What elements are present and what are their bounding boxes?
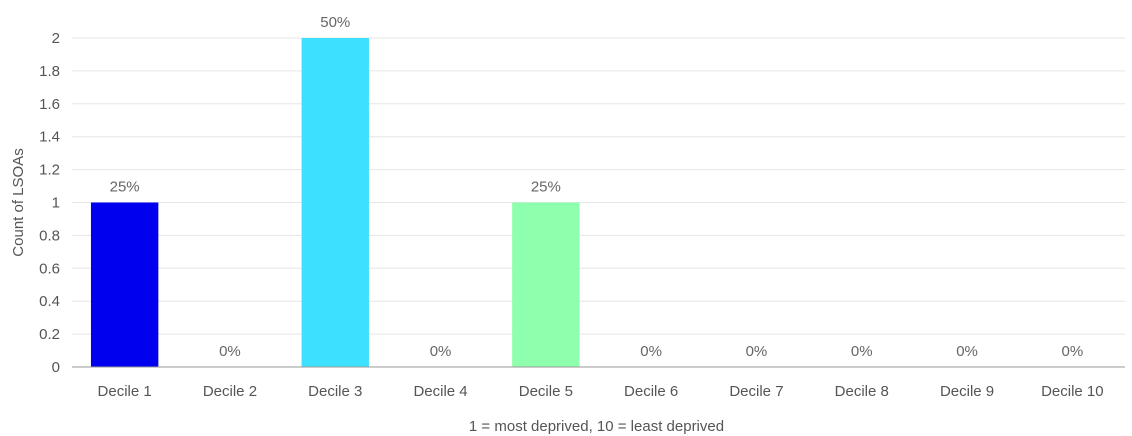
y-tick-label: 1.2: [39, 162, 60, 179]
x-tick-label: Decile 10: [1041, 383, 1104, 400]
y-tick-label: 1.4: [39, 129, 60, 146]
x-tick-label: Decile 4: [413, 383, 467, 400]
data-label: 0%: [956, 343, 978, 360]
y-tick-label: 1.8: [39, 63, 60, 80]
data-label: 0%: [851, 343, 873, 360]
x-tick-label: Decile 5: [519, 383, 573, 400]
data-label: 50%: [320, 14, 350, 31]
bar[interactable]: [512, 202, 580, 368]
x-axis-ticks: Decile 1 Decile 2 Decile 3 Decile 4 Decile 5…: [98, 383, 1104, 400]
data-label: 0%: [640, 343, 662, 360]
bar[interactable]: [301, 38, 369, 367]
x-tick-label: Decile 3: [308, 383, 362, 400]
bar[interactable]: [90, 202, 159, 368]
y-tick-label: 0.2: [39, 326, 60, 343]
x-tick-label: Decile 7: [729, 383, 783, 400]
bars: [90, 38, 580, 368]
data-label: 0%: [430, 343, 452, 360]
data-label: 0%: [746, 343, 768, 360]
y-tick-label: 0: [52, 359, 60, 376]
x-tick-label: Decile 6: [624, 383, 678, 400]
y-axis-title: Count of LSOAs: [10, 148, 27, 256]
y-axis-ticks: 0 0.2 0.4 0.6 0.8 1 1.2 1.4 1.6 1.8 2: [39, 30, 60, 376]
x-tick-label: Decile 1: [98, 383, 152, 400]
y-tick-label: 1.6: [39, 96, 60, 113]
y-tick-label: 0.6: [39, 260, 60, 277]
y-tick-label: 1: [52, 195, 60, 212]
gridlines: [72, 37, 1125, 335]
data-label: 25%: [531, 179, 561, 196]
data-labels: 25% 0% 50% 0% 25% 0% 0% 0% 0% 0%: [110, 14, 1084, 360]
y-tick-label: 0.4: [39, 293, 60, 310]
data-label: 25%: [110, 179, 140, 196]
x-tick-label: Decile 8: [835, 383, 889, 400]
x-tick-label: Decile 2: [203, 383, 257, 400]
data-label: 0%: [219, 343, 241, 360]
data-label: 0%: [1062, 343, 1084, 360]
x-axis-title: 1 = most deprived, 10 = least deprived: [469, 418, 724, 435]
y-tick-label: 0.8: [39, 227, 60, 244]
y-tick-label: 2: [52, 30, 60, 47]
x-tick-label: Decile 9: [940, 383, 994, 400]
